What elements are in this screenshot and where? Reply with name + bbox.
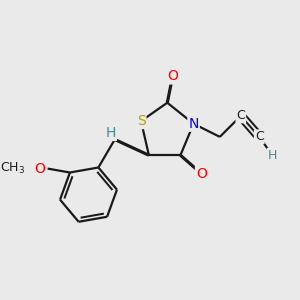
Text: O: O [34,162,45,176]
Text: O: O [196,167,207,181]
Text: C: C [255,130,264,143]
Text: H: H [106,126,116,140]
Text: N: N [188,117,199,131]
Text: O: O [167,70,178,83]
Text: CH$_3$: CH$_3$ [0,161,25,176]
Text: C: C [236,110,245,122]
Text: S: S [137,114,146,128]
Text: H: H [268,149,277,162]
